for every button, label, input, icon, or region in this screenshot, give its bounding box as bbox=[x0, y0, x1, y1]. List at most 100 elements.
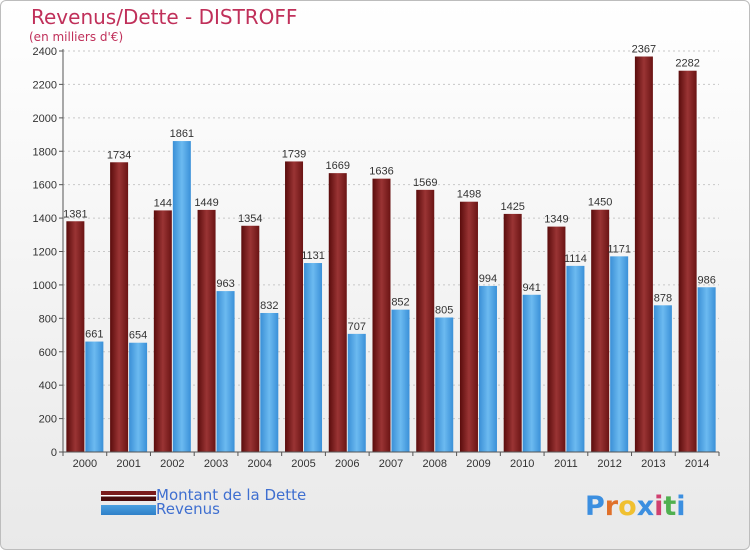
legend-label-revenus: Revenus bbox=[156, 500, 220, 518]
bar-dette bbox=[459, 201, 478, 452]
legend-swatch-revenus bbox=[101, 505, 156, 515]
y-tick-label: 800 bbox=[39, 313, 57, 325]
value-label-dette: 1669 bbox=[326, 160, 350, 172]
gridlines bbox=[63, 50, 719, 420]
value-label-dette: 1636 bbox=[369, 166, 393, 178]
y-tick-label: 2400 bbox=[33, 46, 57, 58]
value-label-dette: 1354 bbox=[238, 213, 262, 225]
bar-revenus bbox=[435, 317, 454, 452]
value-label-revenus: 661 bbox=[85, 329, 103, 341]
chart-subtitle: (en milliers d'€) bbox=[29, 30, 124, 44]
bar-dette bbox=[503, 213, 522, 452]
bar-revenus bbox=[85, 341, 104, 452]
bar-revenus bbox=[566, 265, 585, 452]
bar-revenus bbox=[653, 305, 672, 452]
value-label-revenus: 1171 bbox=[607, 243, 631, 255]
y-tick-label: 400 bbox=[39, 380, 57, 392]
x-tick-label: 2013 bbox=[641, 458, 665, 470]
value-label-dette: 1381 bbox=[63, 208, 87, 220]
bar-revenus bbox=[522, 294, 541, 452]
value-label-revenus: 1131 bbox=[301, 250, 325, 262]
bar-dette bbox=[285, 161, 304, 452]
value-label-dette: 1569 bbox=[413, 177, 437, 189]
x-tick-label: 2007 bbox=[379, 458, 403, 470]
legend-swatch-dette bbox=[101, 491, 156, 501]
logo-letter: o bbox=[618, 491, 637, 522]
x-tick-label: 2003 bbox=[204, 458, 228, 470]
x-tick-label: 2000 bbox=[73, 458, 97, 470]
value-label-revenus: 963 bbox=[216, 278, 234, 290]
bar-dette bbox=[66, 221, 85, 452]
y-tick-label: 1200 bbox=[33, 247, 57, 259]
y-tick-label: 0 bbox=[51, 447, 57, 459]
axes: 0 200 400 600 800 1000 1200 1400 1600 1800 2000 220… bbox=[33, 46, 720, 470]
chart-title: Revenus/Dette - DISTROFF bbox=[31, 5, 298, 29]
logo-letter: t bbox=[663, 491, 677, 522]
bar-revenus bbox=[172, 141, 191, 452]
value-label-revenus: 654 bbox=[129, 330, 147, 342]
value-label-revenus: 852 bbox=[391, 297, 409, 309]
value-label-revenus: 832 bbox=[260, 300, 278, 312]
x-tick-label: 2006 bbox=[335, 458, 359, 470]
value-label-dette: 1449 bbox=[194, 197, 218, 209]
value-label-dette: 1425 bbox=[500, 201, 524, 213]
bar-revenus bbox=[304, 263, 323, 452]
bar-revenus bbox=[391, 309, 410, 452]
value-label-revenus: 707 bbox=[348, 321, 366, 333]
value-label-dette: 1739 bbox=[282, 148, 306, 160]
bar-revenus bbox=[260, 312, 279, 452]
x-tick-label: 2011 bbox=[554, 458, 578, 470]
value-label-dette: 1734 bbox=[107, 149, 131, 161]
value-label-dette: 2367 bbox=[632, 44, 656, 56]
y-tick-label: 1000 bbox=[33, 280, 57, 292]
bar-dette bbox=[416, 189, 435, 452]
x-tick-label: 2014 bbox=[685, 458, 709, 470]
bar-revenus bbox=[129, 342, 148, 452]
x-tick-label: 2008 bbox=[422, 458, 446, 470]
value-label-revenus: 994 bbox=[479, 273, 497, 285]
bar-dette bbox=[153, 210, 172, 452]
bar-dette bbox=[197, 209, 216, 452]
value-label-revenus: 878 bbox=[654, 292, 672, 304]
value-label-dette: 1349 bbox=[544, 214, 568, 226]
x-tick-label: 2001 bbox=[116, 458, 140, 470]
logo-letter: x bbox=[636, 491, 655, 522]
x-tick-label: 2005 bbox=[291, 458, 315, 470]
value-label-dette: 1498 bbox=[457, 189, 481, 201]
legend-label-dette: Montant de la Dette bbox=[156, 486, 307, 504]
value-label-dette: 1450 bbox=[588, 197, 612, 209]
bar-dette bbox=[110, 162, 129, 452]
x-tick-label: 2004 bbox=[248, 458, 272, 470]
x-tick-label: 2009 bbox=[466, 458, 490, 470]
y-tick-label: 1800 bbox=[33, 146, 57, 158]
value-label-revenus: 941 bbox=[523, 282, 541, 294]
bar-dette bbox=[591, 209, 610, 452]
bar-dette bbox=[634, 56, 653, 453]
value-label-revenus: 1861 bbox=[170, 128, 194, 140]
y-tick-label: 1600 bbox=[33, 180, 57, 192]
proxiti-logo: Proxiti bbox=[585, 491, 686, 522]
y-tick-label: 2000 bbox=[33, 113, 57, 125]
logo-letter: r bbox=[604, 491, 619, 522]
bar-dette bbox=[678, 70, 697, 453]
bar-revenus bbox=[347, 333, 366, 452]
bars bbox=[66, 56, 716, 453]
value-labels: 1381 661 1734 654 144 1861 1449 963 1354 832 1739 1… bbox=[63, 44, 716, 342]
bar-dette bbox=[547, 226, 566, 452]
bar-revenus bbox=[216, 291, 235, 452]
value-label-revenus: 1114 bbox=[564, 253, 587, 265]
value-label-dette: 2282 bbox=[675, 58, 699, 70]
x-tick-label: 2012 bbox=[597, 458, 621, 470]
x-tick-label: 2010 bbox=[510, 458, 534, 470]
bar-dette bbox=[372, 178, 391, 452]
y-tick-label: 1400 bbox=[33, 213, 57, 225]
logo-letter: i bbox=[676, 491, 686, 522]
bar-dette bbox=[328, 173, 347, 452]
bar-revenus bbox=[478, 285, 497, 452]
bar-revenus bbox=[697, 287, 716, 452]
value-label-dette: 144 bbox=[154, 197, 172, 209]
y-tick-label: 200 bbox=[39, 414, 57, 426]
y-tick-label: 2200 bbox=[33, 79, 57, 91]
